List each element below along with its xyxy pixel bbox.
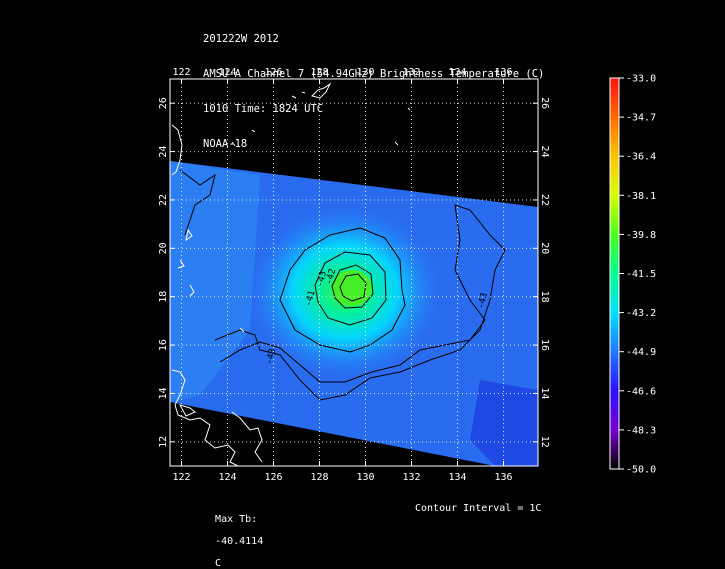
contour-label: -43 [315,270,329,288]
max-tb-readout: Max Tb: -40.4114 C [203,503,263,569]
lat-label-left: 22 [158,194,169,206]
lat-label-left: 26 [158,97,169,109]
lat-label-right: 12 [539,436,550,448]
coastlines [171,82,411,466]
contour-label: -43 [476,292,490,310]
lon-label-bottom: 124 [218,472,236,483]
map-frame [169,78,539,467]
coastline-ryukyu [311,82,332,99]
coastline-island-2 [177,259,185,269]
coastline-islet-3 [231,141,236,147]
contour-labels: -41-43-42-43-43 [265,268,490,366]
lon-label-top: 122 [172,67,190,78]
max-tb-value: -40.4114 [215,536,264,547]
colorbar-tick-label: -48.3 [626,425,656,436]
lon-label-top: 132 [402,67,420,78]
coastline-island-3 [178,404,196,417]
lon-label-top: 136 [494,67,512,78]
lon-label-bottom: 122 [172,472,190,483]
lon-label-top: 130 [356,67,374,78]
lon-label-top: 126 [264,67,282,78]
coastline-island-1 [185,228,193,242]
lat-label-right: 24 [539,146,550,158]
colorbar-ticks: -33.0 -34.7 -36.4 -38.1 -39.8 -41.5 -43.2 -44.9… [619,74,656,476]
lat-label-right: 20 [539,242,550,254]
lat-label-left: 24 [158,146,169,158]
header-channel: AMSU-A Channel 7 (54.94GHz) Brightness T… [203,67,545,80]
contour-label: -41 [304,289,318,307]
coastline-luzon [171,369,239,466]
coastline-islet-5 [394,141,399,146]
lat-label-right: 26 [539,97,550,109]
axis-labels: 122 122 124 124 126 126 128 128 130 130 132 132 134 1… [158,67,550,483]
header-satellite: NOAA-18 [203,137,248,150]
lat-label-left: 12 [158,436,169,448]
contour-label: -43 [265,347,279,365]
colorbar-tick-label: -50.0 [626,465,656,476]
lon-label-top: 128 [310,67,328,78]
lon-label-bottom: 132 [402,472,420,483]
contour-west [179,169,216,236]
lon-label-bottom: 130 [356,472,374,483]
coastline-islet-1 [291,95,297,99]
colorbar-tick-label: -36.4 [626,152,656,163]
lat-label-right: 22 [539,194,550,206]
swath-west-light-region [170,161,260,402]
lat-label-left: 18 [158,291,169,303]
contour-inner [331,264,374,309]
temperature-contours [179,169,506,401]
lat-label-right: 14 [539,387,550,399]
lon-label-top: 134 [448,67,466,78]
lat-label-left: 14 [158,387,169,399]
colorbar-tick-label: -34.7 [626,113,656,124]
lat-label-right: 16 [539,339,550,351]
lat-label-right: 18 [539,291,550,303]
coastline-taiwan [171,124,183,176]
lon-label-bottom: 128 [310,472,328,483]
max-tb-label: Max Tb: [215,514,258,525]
coastline-islet-4 [251,129,256,133]
lon-label-bottom: 134 [448,472,466,483]
contour-regional [214,204,506,401]
max-tb-unit: C [215,558,222,569]
header: 201222W 2012 AMSU-A Channel 7 (54.94GHz)… [203,11,544,162]
colorbar-tick-label: -33.0 [626,74,656,85]
colorbar [609,77,620,470]
coastline-visayas [231,411,263,463]
lat-label-left: 20 [158,242,169,254]
contour-core [339,273,367,302]
colorbar-tick-label: -38.1 [626,191,656,202]
contour-interval: Contour Interval = 1C [415,503,542,514]
colorbar-tick-label: -44.9 [626,347,656,358]
lon-label-top: 124 [218,67,236,78]
contour-mid [314,251,387,326]
colorbar-tick-label: -39.8 [626,230,656,241]
colorbar-tick-label: -43.2 [626,308,656,319]
brightness-temperature-map: -41-43-42-43-43 122122124124126126128128… [158,67,656,483]
lon-label-bottom: 126 [264,472,282,483]
lat-label-left: 16 [158,339,169,351]
header-time: 1010 Time: 1824 UTC [203,102,324,115]
colorbar-tick-label: -46.6 [626,386,656,397]
contour-outer [279,227,406,353]
coastline-islet-2 [301,91,306,94]
lon-label-bottom: 136 [494,472,512,483]
coastline-islet-6 [407,107,411,111]
colorbar-tick-label: -41.5 [626,269,656,280]
graticule [170,79,538,466]
header-title: 201222W 2012 [203,33,279,46]
contour-label: -42 [324,268,338,286]
coastline-islet-7 [189,284,195,297]
coastline-islet-8 [239,327,245,333]
